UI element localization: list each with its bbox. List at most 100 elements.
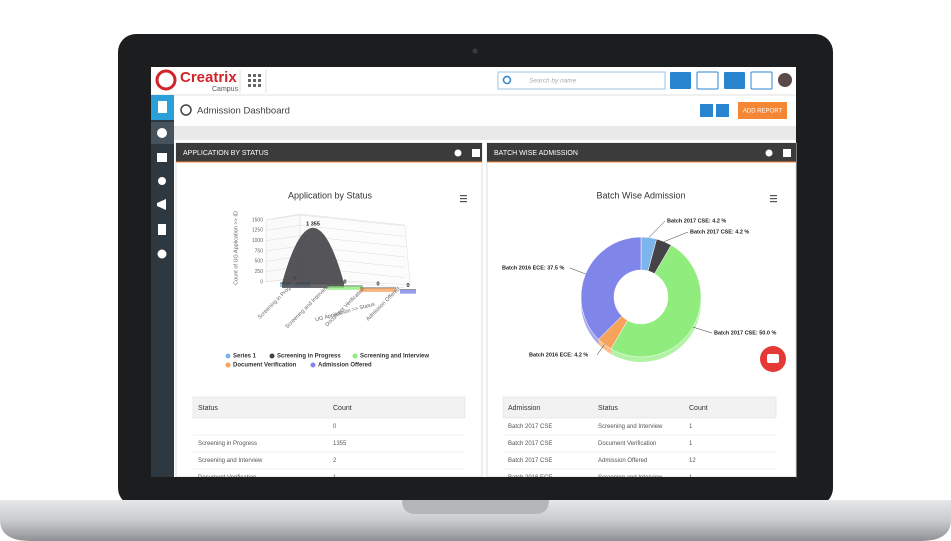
- y-tick-label: 250: [255, 269, 264, 275]
- table-cell: Screening and Interview: [198, 458, 263, 464]
- panel-title: BATCH WISE ADMISSION: [494, 150, 578, 157]
- area-slab: [327, 285, 363, 290]
- legend-label: Screening and Interview: [360, 354, 429, 360]
- column-header: Count: [689, 405, 708, 412]
- label-connector: [692, 326, 713, 334]
- grid-line: [265, 225, 406, 237]
- legend-marker: [225, 362, 231, 368]
- sidebar-icon[interactable]: [157, 249, 167, 259]
- area-slab: [400, 289, 416, 294]
- minimize-icon[interactable]: [783, 149, 791, 157]
- add-report-button[interactable]: [738, 102, 787, 119]
- laptop-base: [0, 500, 951, 541]
- grid-line: [265, 235, 406, 247]
- data-label: 0: [343, 279, 346, 285]
- avatar[interactable]: [778, 73, 792, 87]
- table-cell: 1: [689, 441, 693, 447]
- chart-title: Batch Wise Admission: [596, 190, 685, 200]
- table-cell: Batch 2017 CSE: [508, 424, 552, 430]
- y-tick-label: 1250: [252, 228, 263, 234]
- add-report-label: ADD REPORT: [743, 109, 783, 115]
- panel-title: APPLICATION BY STATUS: [183, 150, 269, 157]
- table-cell: Screening in Progress: [198, 441, 257, 447]
- sidebar: [151, 95, 174, 477]
- search-icon: [502, 75, 512, 85]
- legend-marker: [352, 353, 358, 359]
- institution-button[interactable]: [696, 71, 719, 90]
- label-connector: [596, 344, 605, 356]
- sidebar-icon[interactable]: [158, 177, 166, 185]
- y-tick-label: 750: [255, 248, 264, 254]
- data-label: 0: [376, 281, 379, 287]
- area-slab: [360, 287, 396, 292]
- table-cell: Batch 2017 CSE: [508, 458, 552, 464]
- book-button[interactable]: [724, 72, 745, 89]
- panel-header: [487, 143, 796, 162]
- bezel-bottom: [151, 477, 796, 500]
- language-button[interactable]: [750, 71, 773, 90]
- settings-icon[interactable]: [765, 149, 773, 157]
- y-tick-label: 1000: [252, 238, 263, 244]
- sidebar-icon: [157, 128, 167, 138]
- data-label: Batch 2016 ECE: 37.5 %: [502, 265, 564, 271]
- y-tick-label: 500: [255, 259, 264, 265]
- data-label: 0: [406, 283, 409, 289]
- table-header: [192, 396, 466, 419]
- panel: [175, 142, 483, 478]
- column-header: Status: [198, 405, 218, 412]
- collapse-button[interactable]: [700, 104, 713, 117]
- donut-slice: [610, 244, 702, 358]
- label-connector: [664, 231, 689, 242]
- label-connector: [569, 267, 586, 275]
- table-cell: Batch 2017 CSE: [508, 441, 552, 447]
- data-label: Batch 2016 ECE: 4.2 %: [529, 352, 588, 358]
- legend-label: Series 1: [233, 354, 257, 360]
- panel-header: [176, 143, 482, 162]
- chart-menu[interactable]: [460, 195, 467, 203]
- expand-button[interactable]: [716, 104, 729, 117]
- donut-slice: [580, 236, 642, 340]
- chart-title: Application by Status: [288, 190, 373, 200]
- brand: Creatrix: [180, 69, 237, 86]
- apps-icon[interactable]: [248, 74, 261, 87]
- laptop-notch: [402, 500, 549, 514]
- legend-label: Screening in Progress: [277, 354, 341, 360]
- notification-button[interactable]: [670, 72, 691, 89]
- settings-icon[interactable]: [454, 149, 462, 157]
- area: [281, 227, 345, 285]
- y-tick-label: 1500: [252, 217, 263, 223]
- data-label: 1 355: [306, 221, 320, 227]
- table-cell: 2: [333, 458, 337, 464]
- data-label: Batch 2017 CSE: 4.2 %: [667, 218, 726, 224]
- sidebar-icon[interactable]: [157, 153, 167, 162]
- column-header: Admission: [508, 405, 540, 412]
- table-cell: 0: [333, 424, 337, 430]
- brand-sub: Campus: [212, 86, 239, 93]
- sidebar-icon[interactable]: [157, 199, 166, 210]
- y-axis-label: Count of UG Application >> ID: [233, 211, 239, 285]
- label-connector: [648, 220, 666, 238]
- chart-menu[interactable]: [770, 195, 777, 203]
- table-cell: 12: [689, 458, 696, 464]
- grid-line: [265, 214, 406, 227]
- logo-icon: [155, 69, 177, 91]
- sidebar-icon: [158, 101, 167, 113]
- data-label: Batch 2017 CSE: 4.2 %: [690, 229, 749, 235]
- camera: [472, 48, 478, 54]
- minimize-icon[interactable]: [472, 149, 480, 157]
- dashboard-icon: [180, 104, 192, 116]
- search-box[interactable]: [497, 71, 666, 90]
- legend-label: Admission Offered: [318, 363, 372, 369]
- table-cell: Admission Offered: [598, 458, 647, 464]
- page-title: Admission Dashboard: [197, 106, 290, 117]
- table-cell: 1: [689, 424, 693, 430]
- legend-label: Document Verification: [233, 363, 297, 369]
- table-cell: Screening and Interview: [598, 424, 663, 430]
- chat-icon: [767, 354, 779, 363]
- sidebar-icon[interactable]: [158, 224, 166, 235]
- separator: [174, 126, 796, 140]
- donut-depth: [598, 339, 611, 354]
- legend-marker: [310, 362, 316, 368]
